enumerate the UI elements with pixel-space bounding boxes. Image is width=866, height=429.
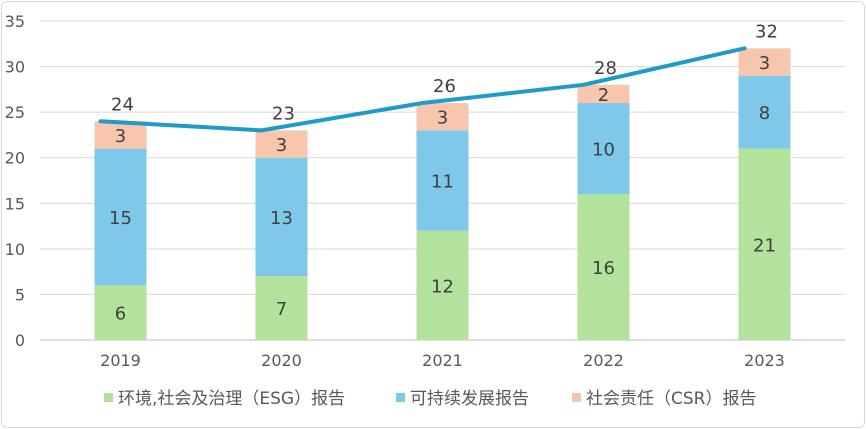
x-tick-label: 2021 (422, 351, 463, 370)
bars: 6 15 3 7 13 3 12 11 3 16 10 2 21 8 3 (94, 48, 791, 340)
legend: 环境,社会及治理（ESG）报告 可持续发展报告 社会责任（CSR）报告 (104, 389, 756, 409)
bar-segment-label: 11 (431, 172, 454, 193)
y-tick-label: 0 (15, 331, 25, 350)
bar-segment (255, 157, 308, 277)
bar-segment (416, 130, 469, 231)
bar-segment-label: 7 (276, 299, 287, 320)
x-axis: 2019 2020 2021 2022 2023 (100, 351, 785, 370)
total-label: 32 (755, 21, 778, 42)
y-tick-label: 30 (5, 58, 25, 77)
total-label: 26 (433, 76, 456, 97)
bar-segment (738, 148, 791, 340)
bar-segment (738, 48, 791, 76)
bar-segment (577, 84, 630, 104)
total-label: 24 (111, 94, 134, 115)
bar-segment (738, 75, 791, 149)
bar-segment (416, 230, 469, 340)
bar-segment (577, 194, 630, 340)
total-label: 28 (594, 58, 617, 79)
bar-segment-label: 21 (753, 235, 776, 256)
bar-segment-label: 15 (109, 208, 132, 229)
legend-label: 环境,社会及治理（ESG）报告 (118, 389, 345, 409)
bar-segment-label: 10 (592, 140, 615, 161)
legend-label: 社会责任（CSR）报告 (586, 389, 756, 409)
legend-label: 可持续发展报告 (410, 389, 529, 409)
legend-swatch (572, 393, 581, 402)
legend-swatch (396, 393, 405, 402)
bar-segment (94, 285, 147, 340)
bar-segment-label: 12 (431, 276, 454, 297)
legend-swatch (104, 393, 113, 402)
y-tick-label: 20 (5, 149, 25, 168)
bar-segment (577, 103, 630, 195)
bar-segment-label: 3 (276, 135, 287, 156)
bar-segment-label: 13 (270, 208, 293, 229)
bar-segment-label: 3 (759, 53, 770, 74)
bar-segment-label: 2 (598, 85, 609, 106)
x-tick-label: 2020 (261, 351, 302, 370)
bar-segment (255, 130, 308, 158)
x-tick-label: 2019 (100, 351, 141, 370)
y-tick-label: 15 (5, 194, 25, 213)
y-tick-label: 5 (15, 285, 25, 304)
bar-segment-label: 3 (437, 108, 448, 129)
total-label: 23 (272, 103, 295, 124)
bar-segment-label: 8 (759, 103, 770, 124)
bar-segment (94, 121, 147, 149)
bar-segment-label: 3 (115, 126, 126, 147)
x-tick-label: 2023 (744, 351, 785, 370)
bar-segment-label: 6 (115, 304, 126, 325)
bar-segment (94, 148, 147, 286)
bar-segment-label: 16 (592, 258, 615, 279)
y-tick-label: 35 (5, 12, 25, 31)
y-axis: 0 5 10 15 20 25 30 35 (5, 12, 25, 350)
bar-segment (416, 103, 469, 131)
y-tick-label: 25 (5, 103, 25, 122)
bar-segment (255, 276, 308, 340)
total-line-path (98, 46, 747, 133)
y-tick-label: 10 (5, 240, 25, 259)
x-tick-label: 2022 (583, 351, 624, 370)
